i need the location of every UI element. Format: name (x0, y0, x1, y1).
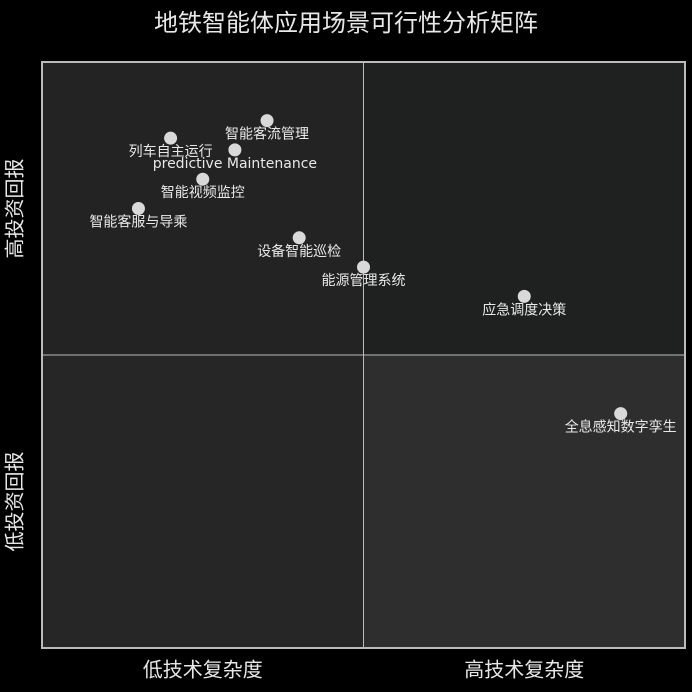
point (228, 143, 242, 157)
quadrant (363, 355, 685, 648)
point (260, 114, 274, 128)
point-label: 应急调度决策 (482, 301, 566, 318)
point (357, 260, 370, 274)
point (131, 202, 145, 215)
quadrant (42, 62, 364, 355)
x-axis-label: 低技术复杂度 (143, 658, 263, 682)
y-axis-label: 高投资回报 (3, 159, 27, 259)
point-label: 列车自主运行 (129, 143, 213, 160)
point-label: 设备智能巡检 (257, 243, 341, 260)
point-label: 智能客服与导乘 (89, 214, 187, 231)
quadrant (42, 355, 364, 648)
point-label: 智能视频监控 (161, 185, 245, 201)
point-label: 全息感知数字孪生 (565, 419, 677, 436)
point (614, 407, 628, 421)
point-label: predictive Maintenance (153, 156, 317, 172)
quadrant (363, 62, 685, 355)
point-label: 智能客流管理 (225, 126, 309, 143)
point (292, 231, 306, 245)
chart-title: 地铁智能体应用场景可行性分析矩阵 (154, 9, 538, 37)
y-axis-label: 低投资回报 (3, 452, 27, 552)
point (196, 172, 210, 186)
point-label: 能源管理系统 (322, 273, 406, 289)
point (517, 289, 531, 303)
point (164, 131, 178, 145)
x-axis-label: 高技术复杂度 (464, 658, 584, 682)
